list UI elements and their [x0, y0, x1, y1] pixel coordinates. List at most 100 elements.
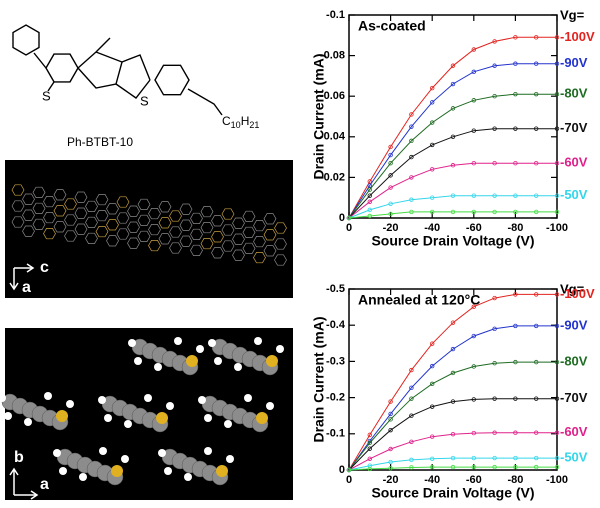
- y-axis-title: Drain Current (mA): [311, 53, 327, 179]
- h-atom: [166, 402, 174, 410]
- legend-label: -50V: [560, 187, 588, 202]
- h-atom: [174, 337, 182, 345]
- wire-ring: [95, 210, 109, 222]
- h-atom: [204, 447, 212, 455]
- wire-ring: [116, 196, 130, 208]
- data-point: [534, 126, 539, 131]
- data-point: [534, 160, 539, 166]
- wire-ring: [200, 238, 214, 250]
- data-point: [513, 455, 518, 461]
- legend-label: -80V: [560, 86, 588, 101]
- x-tick-label: -100: [546, 222, 568, 234]
- data-point: [409, 396, 414, 401]
- wire-ring: [137, 198, 151, 210]
- data-point: [534, 359, 539, 365]
- data-point: [554, 464, 560, 470]
- h-atom: [244, 394, 252, 402]
- bond: [33, 52, 47, 69]
- h-atom: [196, 345, 204, 353]
- wire-ring: [200, 222, 214, 234]
- wire-ring: [116, 212, 130, 224]
- wire-ring: [211, 247, 224, 259]
- data-point: [367, 432, 372, 438]
- data-point: [492, 295, 497, 301]
- data-point: [513, 209, 518, 215]
- h-atom: [184, 473, 192, 481]
- data-point: [430, 464, 435, 470]
- data-point: [492, 160, 497, 166]
- wire-ring: [263, 245, 277, 257]
- data-point: [388, 446, 393, 452]
- data-point: [450, 320, 456, 325]
- wire-ring: [169, 242, 182, 254]
- h-atom: [44, 392, 52, 400]
- ring: [45, 53, 79, 83]
- data-point: [513, 292, 518, 297]
- series-line: [348, 325, 557, 471]
- wire-ring: [11, 184, 25, 196]
- wire-ring: [64, 198, 77, 210]
- sulfur-atom: [256, 412, 268, 424]
- data-point: [430, 341, 435, 346]
- h-atom: [224, 420, 232, 428]
- data-point: [513, 430, 518, 435]
- sulfur-atom: [156, 412, 168, 424]
- sulfur-atom: [216, 465, 228, 477]
- series-line: [348, 195, 557, 219]
- data-point: [367, 466, 372, 472]
- series-line: [348, 457, 557, 471]
- series-line: [348, 293, 557, 471]
- sulfur-atom: [266, 355, 278, 367]
- bond: [77, 37, 123, 89]
- axis-arrows: [9, 467, 39, 500]
- data-point: [554, 193, 560, 198]
- data-point: [492, 464, 497, 470]
- data-point: [409, 138, 414, 144]
- x-tick-label: -80: [507, 222, 523, 234]
- h-atom: [134, 357, 142, 365]
- h-atom: [24, 418, 32, 426]
- data-point: [409, 154, 414, 160]
- h-atom: [128, 339, 136, 347]
- series-line: [348, 36, 557, 219]
- data-point: [430, 100, 435, 105]
- bond: [187, 88, 223, 116]
- data-point: [430, 363, 435, 369]
- data-point: [534, 35, 539, 40]
- data-point: [450, 163, 456, 168]
- wire-ring: [95, 194, 109, 206]
- data-point: [430, 142, 435, 148]
- h-atom: [254, 337, 262, 345]
- legend-label: -90V: [560, 55, 588, 70]
- data-point: [554, 35, 560, 40]
- legend-label: -100V: [560, 29, 595, 44]
- data-point: [388, 411, 393, 417]
- h-atom: [164, 467, 172, 475]
- x-tick-label: -20: [383, 474, 399, 486]
- wire-ring: [74, 223, 88, 235]
- series-line: [348, 162, 557, 219]
- data-point: [367, 183, 372, 188]
- data-point: [513, 323, 518, 329]
- h-atom: [4, 412, 12, 420]
- axis-label: a: [40, 476, 49, 493]
- y-tick-label: -0.5: [326, 283, 345, 295]
- wire-ring: [64, 230, 77, 242]
- data-point: [471, 193, 476, 198]
- data-point: [513, 193, 518, 198]
- data-point: [471, 304, 476, 309]
- h-atom: [154, 363, 162, 371]
- data-point: [367, 207, 372, 213]
- wire-ring: [32, 218, 46, 230]
- sulfur-atom: [111, 465, 123, 477]
- data-point: [513, 61, 518, 66]
- data-point: [471, 364, 476, 369]
- data-point: [367, 446, 372, 451]
- data-point: [388, 201, 393, 206]
- data-point: [388, 459, 393, 465]
- ring: [12, 24, 40, 56]
- wire-ring: [274, 222, 287, 234]
- h-atom: [124, 420, 132, 428]
- data-point: [534, 193, 539, 198]
- axis-label: c: [40, 259, 49, 276]
